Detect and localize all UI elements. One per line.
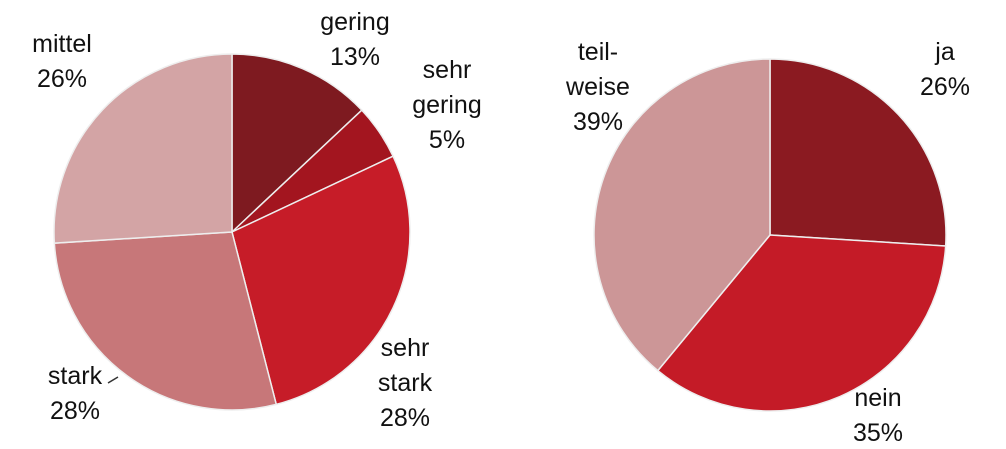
slice-label: mittel — [32, 30, 92, 58]
slice-label: teil-weise — [565, 38, 630, 101]
label-line: sehr — [381, 334, 430, 362]
slice-value-label: 26% — [37, 65, 87, 93]
pie-slice — [53, 231, 278, 411]
slice-value-label: 26% — [920, 73, 970, 101]
label-line: gering — [412, 91, 482, 119]
slice-label: stark — [48, 362, 103, 390]
slice-label: ja — [934, 38, 955, 66]
slice-label: nein — [854, 384, 901, 412]
label-line: stark — [378, 369, 433, 397]
pie-slice — [593, 58, 771, 372]
label-line: mittel — [32, 30, 92, 58]
slice-value-label: 35% — [853, 419, 903, 447]
pie-slice — [53, 53, 233, 244]
slice-label: sehr stark — [378, 334, 433, 397]
slice-value-label: 28% — [380, 404, 430, 432]
slice-value-label: 28% — [50, 397, 100, 425]
label-line: sehr — [423, 56, 472, 84]
leader-line — [107, 376, 119, 384]
slice-label: gering — [320, 8, 390, 36]
pie-slice — [231, 53, 363, 234]
slice-value-label: 39% — [573, 108, 623, 136]
label-line: weise — [565, 73, 630, 101]
label-line: nein — [854, 384, 901, 412]
slice-value-label: 5% — [429, 126, 465, 154]
slice-value-label: 13% — [330, 43, 380, 71]
pie-slice — [769, 58, 947, 247]
label-line: teil- — [578, 38, 618, 66]
label-line: gering — [320, 8, 390, 36]
pie-slice — [231, 155, 411, 406]
label-line: stark — [48, 362, 103, 390]
pie-slice — [656, 234, 947, 412]
label-line: ja — [934, 38, 955, 66]
slice-label: sehr gering — [412, 56, 482, 119]
